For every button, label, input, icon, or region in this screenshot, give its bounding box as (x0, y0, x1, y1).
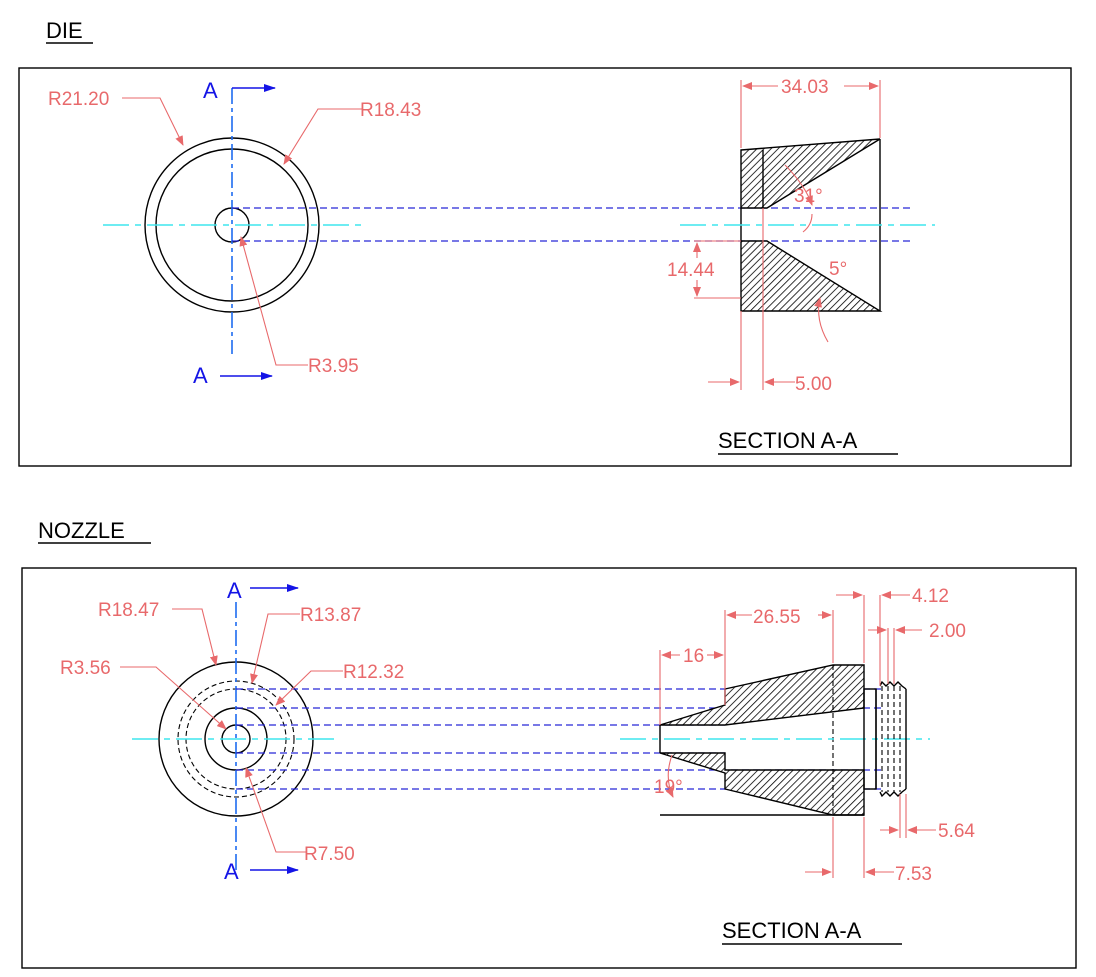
nozzle-front-view (132, 584, 340, 874)
die-section-upper-half (740, 138, 881, 209)
die-dim-height: 14.44 (667, 260, 715, 281)
nozzle-cut-label-top: A (227, 578, 242, 603)
nozzle-leader-bore (120, 666, 227, 730)
die-angle-arc-top-2 (802, 213, 813, 233)
nozzle-dim-r-outer: R18.47 (98, 600, 159, 621)
nozzle-leader-b (275, 670, 343, 706)
die-dim-r-inner: R18.43 (360, 100, 421, 121)
nozzle-dim-length: 26.55 (753, 607, 801, 628)
nozzle-dim-r-c: R7.50 (304, 844, 355, 865)
die-section-lower-half (740, 240, 883, 312)
nozzle-section-label: SECTION A-A (722, 918, 862, 943)
nozzle-dim-r-bore: R3.56 (60, 658, 111, 679)
nozzle-dim-pitch: 2.00 (929, 621, 966, 642)
nozzle-dim-shoulder: 7.53 (895, 864, 932, 885)
die-title: DIE (46, 18, 83, 43)
die-dim-angle-top: 31° (794, 186, 823, 207)
die-frame (18, 67, 1072, 467)
die-dim-land: 5.00 (795, 374, 832, 395)
die-dim-r-outer: R21.20 (48, 89, 109, 110)
die-leader-outer (122, 97, 184, 146)
nozzle-title: NOZZLE (38, 518, 125, 543)
nozzle-thread-crest-top (879, 680, 907, 690)
die-angle-arc-bottom (814, 297, 829, 343)
nozzle-section-view (620, 664, 930, 816)
die-cut-label-top: A (203, 78, 218, 103)
nozzle-frame (21, 567, 1077, 969)
die-section-view (680, 138, 935, 312)
nozzle-leader-c (245, 767, 306, 853)
nozzle-leader-outer (172, 608, 218, 666)
die-dim-angle-bottom: 5° (829, 259, 847, 280)
nozzle-leader-a (250, 613, 300, 684)
nozzle-dim-r-a: R13.87 (300, 605, 361, 626)
nozzle-dim-angle: 19° (654, 777, 683, 798)
die-front-view (103, 84, 362, 380)
nozzle-dim-depth: 5.64 (938, 821, 975, 842)
die-leader-inner (283, 108, 362, 165)
nozzle-dim-thread-outer: 4.12 (912, 586, 949, 607)
nozzle-dim-r-b: R12.32 (343, 662, 404, 683)
nozzle-cut-label-bottom: A (224, 859, 239, 884)
die-dim-r-bore: R3.95 (308, 356, 359, 377)
die-dim-width: 34.03 (781, 77, 829, 98)
die-leader-bore (239, 236, 308, 366)
die-cut-label-bottom: A (193, 363, 208, 388)
nozzle-angle-arc (665, 754, 674, 798)
nozzle-thread-crest-bottom (879, 788, 907, 798)
die-section-label: SECTION A-A (718, 428, 858, 453)
die-angle-arc-top (784, 164, 813, 206)
nozzle-dim-entry: 16 (683, 646, 704, 667)
